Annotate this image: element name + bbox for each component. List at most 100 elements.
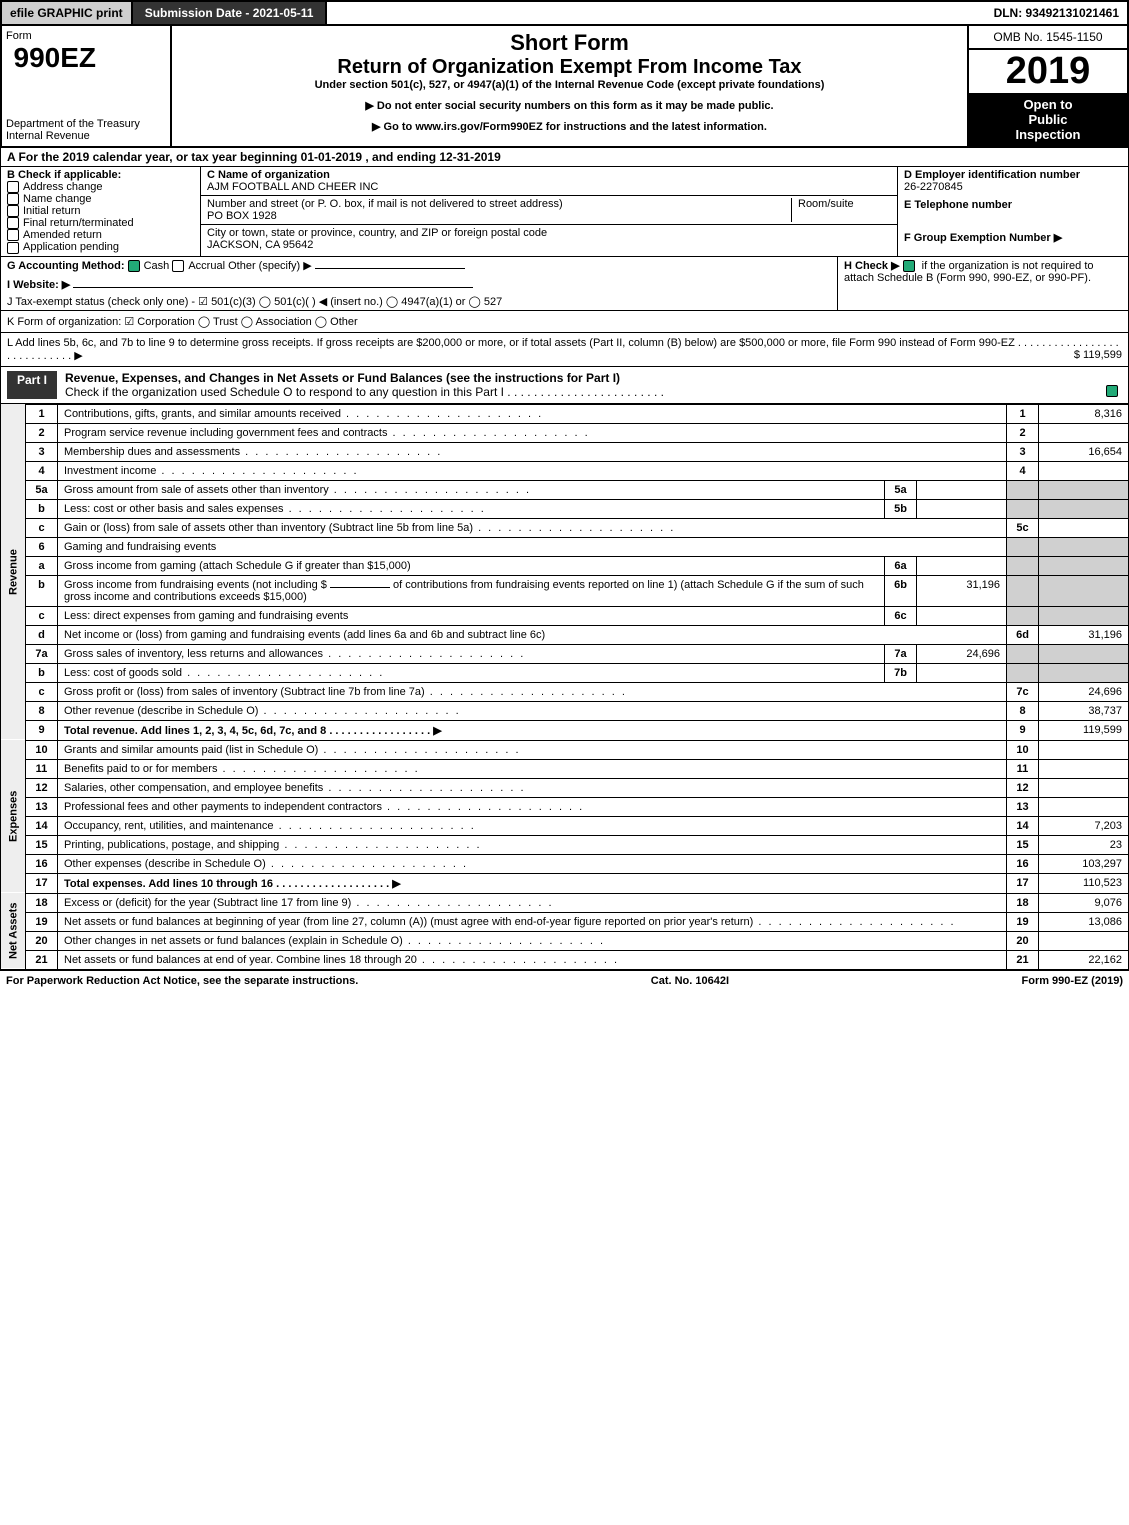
ln-7c-n: c: [26, 682, 58, 701]
ln-21-v: 22,162: [1039, 950, 1129, 969]
website-blank[interactable]: [73, 287, 473, 288]
ln-6b-blank[interactable]: [330, 587, 390, 588]
ln-14-v: 7,203: [1039, 816, 1129, 835]
ln-7b-shade1: [1007, 663, 1039, 682]
ln-5a-t: Gross amount from sale of assets other t…: [64, 484, 531, 496]
ln-7b-t: Less: cost of goods sold: [64, 667, 384, 679]
b-opt-address[interactable]: Address change: [7, 181, 194, 193]
ln-8-t: Other revenue (describe in Schedule O): [64, 705, 461, 717]
ln-16-n: 16: [26, 854, 58, 873]
ln-8-rn: 8: [1007, 701, 1039, 720]
ln-8-v: 38,737: [1039, 701, 1129, 720]
form-header: Form 990EZ Department of the Treasury In…: [0, 26, 1129, 148]
insp-3: Inspection: [973, 127, 1123, 142]
ln-14-n: 14: [26, 816, 58, 835]
ln-6c-sv: [917, 606, 1007, 625]
ln-18-rn: 18: [1007, 893, 1039, 912]
e-phone-label: E Telephone number: [904, 199, 1122, 211]
row-g: G Accounting Method: Cash Accrual Other …: [1, 257, 838, 310]
title-return: Return of Organization Exempt From Incom…: [180, 56, 959, 79]
ln-6b-sv: 31,196: [917, 575, 1007, 606]
ln-15-n: 15: [26, 835, 58, 854]
b-application-pending: Application pending: [23, 241, 119, 253]
warn-ssn: ▶ Do not enter social security numbers o…: [180, 99, 959, 112]
ln-5a-shade1: [1007, 480, 1039, 499]
section-b: B Check if applicable: Address change Na…: [1, 167, 201, 256]
g-other: Other (specify) ▶: [228, 260, 312, 272]
ln-18-t: Excess or (deficit) for the year (Subtra…: [64, 897, 554, 909]
ln-2-rn: 2: [1007, 423, 1039, 442]
ln-3-rn: 3: [1007, 442, 1039, 461]
ln-7a-sn: 7a: [885, 644, 917, 663]
ln-6-t: Gaming and fundraising events: [58, 537, 1007, 556]
ln-6a-sn: 6a: [885, 556, 917, 575]
title-under-section: Under section 501(c), 527, or 4947(a)(1)…: [180, 79, 959, 91]
part1-schedO-check[interactable]: [1106, 385, 1118, 397]
ln-16-t: Other expenses (describe in Schedule O): [64, 858, 468, 870]
ln-9-v: 119,599: [1039, 720, 1129, 740]
ln-19-v: 13,086: [1039, 912, 1129, 931]
b-final-return: Final return/terminated: [23, 217, 134, 229]
org-address: PO BOX 1928: [207, 210, 791, 222]
ln-8-n: 8: [26, 701, 58, 720]
top-bar: efile GRAPHIC print Submission Date - 20…: [0, 0, 1129, 26]
f-group-exemption: F Group Exemption Number ▶: [904, 231, 1122, 244]
b-opt-initial[interactable]: Initial return: [7, 205, 194, 217]
g-cash-check[interactable]: [128, 260, 140, 272]
b-opt-final[interactable]: Final return/terminated: [7, 217, 194, 229]
ln-4-n: 4: [26, 461, 58, 480]
ln-1-t: Contributions, gifts, grants, and simila…: [64, 408, 543, 420]
section-def: D Employer identification number 26-2270…: [898, 167, 1128, 256]
ln-7b-sv: [917, 663, 1007, 682]
ln-6c-sn: 6c: [885, 606, 917, 625]
row-g-h: G Accounting Method: Cash Accrual Other …: [0, 257, 1129, 311]
expenses-vlabel: Expenses: [1, 740, 26, 893]
ln-10-v: [1039, 740, 1129, 759]
ln-6d-v: 31,196: [1039, 625, 1129, 644]
part1-sub: Check if the organization used Schedule …: [65, 385, 664, 399]
ln-10-rn: 10: [1007, 740, 1039, 759]
header-left: Form 990EZ Department of the Treasury In…: [2, 26, 172, 146]
row-h: H Check ▶ if the organization is not req…: [838, 257, 1128, 310]
ln-11-t: Benefits paid to or for members: [64, 763, 420, 775]
ln-5c-n: c: [26, 518, 58, 537]
row-j-tax-exempt: J Tax-exempt status (check only one) - ☑…: [7, 295, 831, 308]
ln-7c-t: Gross profit or (loss) from sales of inv…: [64, 686, 627, 698]
ln-6d-t: Net income or (loss) from gaming and fun…: [58, 625, 1007, 644]
part1-header: Part I Revenue, Expenses, and Changes in…: [0, 367, 1129, 404]
c-name-row: C Name of organization AJM FOOTBALL AND …: [201, 167, 897, 196]
ln-1-v: 8,316: [1039, 404, 1129, 423]
g-accrual-check[interactable]: [172, 260, 184, 272]
b-address-change: Address change: [23, 181, 103, 193]
g-other-blank[interactable]: [315, 268, 465, 269]
insp-1: Open to: [973, 97, 1123, 112]
org-name: AJM FOOTBALL AND CHEER INC: [207, 181, 891, 193]
submission-date: Submission Date - 2021-05-11: [133, 2, 328, 24]
ln-17-v: 110,523: [1039, 873, 1129, 893]
ln-6b-sn: 6b: [885, 575, 917, 606]
ln-6-shade1: [1007, 537, 1039, 556]
phone-blank: [904, 211, 1122, 225]
addr-label: Number and street (or P. O. box, if mail…: [207, 198, 791, 210]
open-to-public: Open to Public Inspection: [969, 93, 1127, 146]
ln-6c-shade2: [1039, 606, 1129, 625]
ln-12-n: 12: [26, 778, 58, 797]
b-opt-amended[interactable]: Amended return: [7, 229, 194, 241]
ln-1-n: 1: [26, 404, 58, 423]
form-number: 990EZ: [6, 42, 96, 74]
ln-2-n: 2: [26, 423, 58, 442]
ln-6b-n: b: [26, 575, 58, 606]
ln-5a-n: 5a: [26, 480, 58, 499]
form-word: Form: [6, 30, 166, 42]
h-check[interactable]: [903, 260, 915, 272]
goto-link-text[interactable]: ▶ Go to www.irs.gov/Form990EZ for instru…: [372, 121, 767, 133]
b-opt-pending[interactable]: Application pending: [7, 241, 194, 253]
ln-17-t: Total expenses. Add lines 10 through 16 …: [64, 878, 401, 890]
ln-6b-shade1: [1007, 575, 1039, 606]
ln-17-rn: 17: [1007, 873, 1039, 893]
room-suite-label: Room/suite: [791, 198, 891, 222]
ln-19-t: Net assets or fund balances at beginning…: [64, 916, 956, 928]
b-opt-name[interactable]: Name change: [7, 193, 194, 205]
ln-14-rn: 14: [1007, 816, 1039, 835]
ln-1-rn: 1: [1007, 404, 1039, 423]
